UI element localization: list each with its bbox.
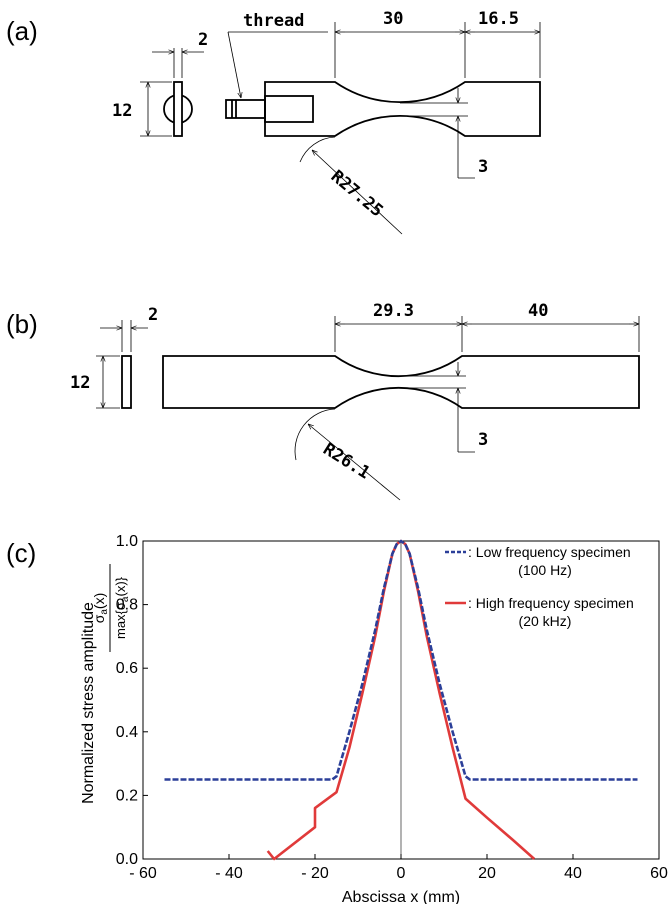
y-tick-label: 0.4 — [116, 724, 138, 741]
x-tick-label: 60 — [650, 865, 668, 882]
formula-denominator: max{σa(x)} — [113, 576, 131, 639]
formula-numerator: σa(x) — [91, 593, 110, 624]
radius-arrow — [308, 424, 401, 501]
x-tick-label: - 60 — [129, 865, 157, 882]
dim-radius-b: R26.1 — [319, 439, 373, 483]
x-tick-label: - 40 — [215, 865, 243, 882]
series-line-0 — [164, 539, 638, 781]
stress-chart: - 60 - 40 - 20 0 20 40 60 0.0 0.2 0.4 0.6 0.8 1.0 A… — [80, 533, 668, 904]
specimen-outline-a — [264, 81, 541, 137]
end-plate-b — [121, 355, 132, 409]
leader-arrow — [227, 31, 241, 98]
panel-b-label: (b) — [6, 309, 38, 339]
end-view-b: 2 12 — [70, 305, 158, 409]
dim-minwidth-a: 3 — [478, 157, 488, 177]
radius-arc — [294, 408, 336, 461]
dim-width-b: 12 — [70, 373, 90, 393]
y-axis-label: Normalized stress amplitude — [80, 602, 97, 804]
x-tick-label: 0 — [397, 865, 406, 882]
panel-b: (b) 2 12 29.3 40 — [6, 301, 640, 501]
y-tick-label: 0.8 — [116, 597, 138, 614]
x-tick-label: 20 — [478, 865, 496, 882]
end-plate-a — [173, 81, 183, 137]
dim-width-a: 12 — [112, 101, 132, 121]
dim-gauge-a: 30 — [383, 9, 403, 29]
x-axis-label: Abscissa x (mm) — [342, 889, 460, 904]
specimen-outline-b — [162, 355, 640, 409]
y-tick-label: 0.0 — [116, 851, 138, 868]
dim-thickness-a: 2 — [198, 30, 208, 50]
dim-grip-b: 40 — [528, 301, 548, 321]
x-tick-label: 40 — [564, 865, 582, 882]
dim-radius-a: R27.25 — [327, 167, 387, 222]
label-thread: thread — [243, 11, 304, 31]
legend-sub-low: (100 Hz) — [518, 562, 572, 578]
thread-stub — [225, 99, 266, 119]
end-view-a: 2 12 — [112, 30, 208, 137]
legend-sub-high: (20 kHz) — [519, 613, 572, 629]
dim-thickness-b: 2 — [148, 305, 158, 325]
panel-c: (c) - 60 - 40 - 20 0 20 40 60 0.0 0.2 0.4 0.6 0.8 1… — [6, 533, 668, 904]
legend-label-high: : High frequency specimen — [468, 595, 634, 611]
legend: : Low frequency specimen (100 Hz) : High… — [445, 544, 634, 629]
series-line-1 — [266, 539, 536, 861]
panel-a-label: (a) — [6, 16, 38, 46]
y-axis-formula: σa(x) max{σa(x)} — [91, 564, 131, 652]
series-layer — [164, 539, 638, 861]
thread-bore — [264, 95, 314, 123]
y-tick-label: 1.0 — [116, 533, 138, 550]
y-tick-label: 0.2 — [116, 787, 138, 804]
x-tick-label: - 20 — [301, 865, 329, 882]
panel-a: (a) 2 12 — [6, 9, 541, 235]
radius-arc — [299, 136, 336, 163]
y-tick-label: 0.6 — [116, 660, 138, 677]
x-ticks: - 60 - 40 - 20 0 20 40 60 — [129, 854, 668, 882]
dim-grip-a: 16.5 — [478, 9, 519, 29]
dim-gauge-b: 29.3 — [373, 301, 414, 321]
front-view-b: 29.3 40 3 R26.1 — [162, 301, 640, 501]
legend-label-low: : Low frequency specimen — [468, 544, 631, 560]
y-ticks: 0.0 0.2 0.4 0.6 0.8 1.0 — [116, 533, 148, 868]
panel-c-label: (c) — [6, 538, 36, 568]
radius-arrow — [312, 150, 403, 235]
dim-minwidth-b: 3 — [478, 430, 488, 450]
front-view-a: thread 30 16.5 3 R27.25 — [225, 9, 541, 235]
